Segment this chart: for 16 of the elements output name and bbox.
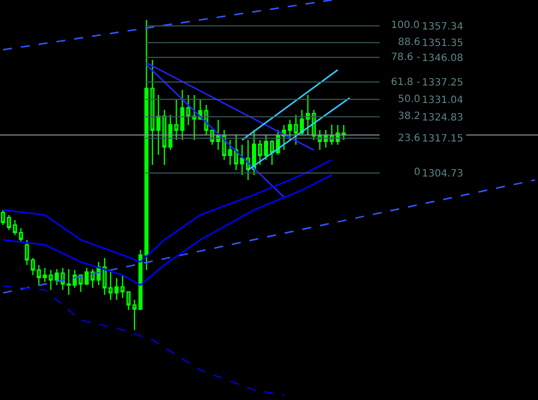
- annotation: 78.6 -: [391, 52, 420, 63]
- annotation: 61.8 -: [391, 77, 420, 88]
- y-tick-label: 1324.83: [422, 112, 464, 124]
- annotation: 50.0: [398, 94, 420, 105]
- annotation: 0: [414, 167, 420, 178]
- annotation: 23.6: [398, 133, 420, 144]
- y-tick-label: 1304.73: [422, 168, 464, 180]
- y-tick-label: 1331.04: [422, 94, 464, 106]
- y-tick-label: 1346.08: [422, 52, 464, 64]
- annotation: 38.2: [398, 111, 420, 122]
- y-tick-label: 1317.15: [422, 134, 464, 145]
- annotation: 100.0: [391, 20, 420, 31]
- annotation: 88.6: [398, 37, 420, 48]
- y-tick-label: 1351.35: [422, 38, 464, 50]
- y-tick-label: 1357.34: [422, 21, 464, 32]
- y-tick-label: 1337.25: [422, 78, 464, 89]
